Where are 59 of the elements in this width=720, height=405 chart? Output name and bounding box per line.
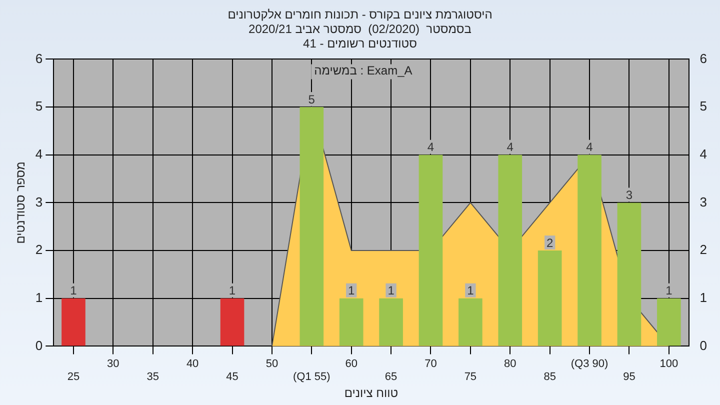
data-label: 4 bbox=[506, 140, 514, 154]
bar bbox=[339, 298, 364, 346]
x-tick-label: (Q3 90) bbox=[570, 358, 608, 370]
data-label: 1 bbox=[467, 284, 474, 298]
y-tick-label: 3 bbox=[35, 194, 43, 210]
bar bbox=[220, 298, 244, 346]
x-tick-label: 35 bbox=[146, 371, 159, 384]
data-label: 1 bbox=[70, 284, 78, 298]
data-label: 1 bbox=[348, 284, 356, 298]
x-tick-label: 40 bbox=[186, 358, 199, 370]
x-tick-label: 30 bbox=[107, 358, 120, 370]
x-tick-label: 95 bbox=[623, 371, 636, 384]
bar bbox=[62, 298, 86, 346]
y-axis-title: מספר סטודנטים bbox=[14, 162, 28, 244]
x-tick-label: 25 bbox=[67, 371, 80, 384]
y-tick-label: 0 bbox=[35, 338, 43, 353]
data-label: 2 bbox=[546, 236, 554, 250]
x-axis-title: טווח ציונים bbox=[344, 386, 398, 400]
x-tick-label: 100 bbox=[660, 358, 678, 370]
x-tick-label: 85 bbox=[544, 371, 556, 384]
bar bbox=[418, 154, 443, 346]
x-tick-label: 75 bbox=[464, 371, 477, 384]
y2-tick-label: 2 bbox=[700, 242, 708, 258]
bar bbox=[657, 298, 681, 346]
bar bbox=[458, 298, 482, 346]
y2-tick-label: 5 bbox=[700, 98, 708, 114]
x-tick-label: 65 bbox=[384, 371, 398, 384]
bar bbox=[379, 298, 403, 346]
y-tick-label: 6 bbox=[35, 50, 43, 66]
bar bbox=[578, 154, 602, 346]
x-tick-label: 60 bbox=[345, 358, 358, 370]
y-tick-label: 2 bbox=[35, 242, 43, 258]
x-tick-label: 70 bbox=[424, 358, 437, 370]
data-label: 1 bbox=[388, 284, 395, 298]
y-tick-label: 1 bbox=[35, 290, 43, 305]
y-tick-label: 5 bbox=[35, 98, 43, 114]
bar bbox=[538, 250, 562, 346]
y2-tick-label: 6 bbox=[700, 50, 708, 66]
y2-tick-label: 0 bbox=[700, 338, 708, 353]
data-label: 5 bbox=[308, 92, 316, 106]
x-tick-label: (Q1 55) bbox=[293, 371, 330, 384]
annotation: במשימה : Exam_A bbox=[314, 64, 412, 78]
bar bbox=[617, 202, 642, 346]
y2-tick-label: 1 bbox=[700, 290, 708, 305]
chart-subtitle: בסמסטר (02/2020) סמסטר אביב 2020/21 סטודנטים רשומים - 41 bbox=[248, 22, 472, 50]
data-label: 1 bbox=[666, 284, 673, 298]
data-label: 3 bbox=[626, 188, 633, 202]
x-tick-label: 45 bbox=[226, 371, 238, 384]
bar bbox=[498, 154, 522, 346]
y2-tick-label: 4 bbox=[700, 146, 708, 162]
x-tick-label: 80 bbox=[504, 358, 516, 370]
chart-title: היסטוגרמת ציונים בקורס - תכונות חומרים אלקטרונים bbox=[228, 8, 492, 22]
data-label: 4 bbox=[586, 140, 594, 154]
data-label: 4 bbox=[427, 140, 434, 154]
data-label: 1 bbox=[228, 284, 236, 298]
bar bbox=[300, 107, 324, 346]
y2-tick-label: 3 bbox=[700, 194, 708, 210]
y-tick-label: 4 bbox=[35, 146, 43, 162]
x-tick-label: 50 bbox=[266, 358, 278, 370]
